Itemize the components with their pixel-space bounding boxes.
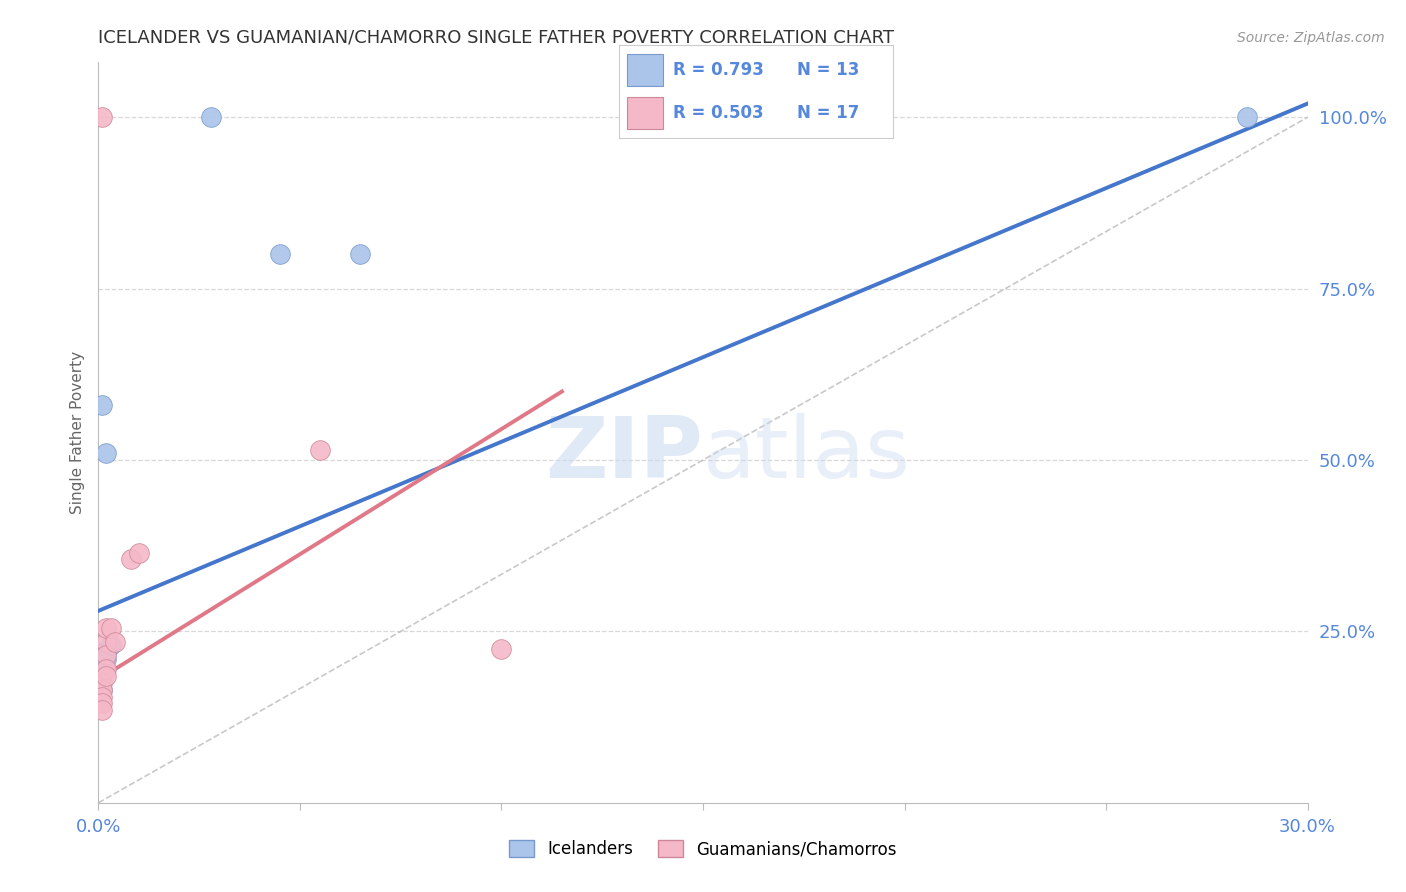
Point [128,545,150,559]
Point [96,446,118,460]
Point [91,398,114,412]
Point [269,247,291,261]
Y-axis label: Single Father Poverty: Single Father Poverty [69,351,84,514]
Point [96,669,118,683]
Point [491,641,513,656]
Point [96,645,118,659]
Point [349,247,371,261]
Point [200,110,222,124]
Point [120,552,142,566]
Text: R = 0.793: R = 0.793 [673,61,765,78]
FancyBboxPatch shape [627,97,662,129]
Point [100,621,122,635]
Text: atlas: atlas [703,413,911,496]
Point [1236,110,1258,124]
Point [91,697,114,711]
Point [96,621,118,635]
Point [91,648,114,663]
Point [103,634,125,648]
Text: N = 13: N = 13 [797,61,859,78]
Point [91,682,114,697]
Point [96,662,118,676]
Point [309,442,332,457]
Text: N = 17: N = 17 [797,104,859,122]
Point [91,676,114,690]
Point [91,110,114,124]
Point [96,634,118,648]
Point [91,690,114,704]
Text: ZIP: ZIP [546,413,703,496]
Point [100,638,122,652]
Point [91,703,114,717]
Point [91,669,114,683]
Text: R = 0.503: R = 0.503 [673,104,763,122]
Point [96,648,118,663]
FancyBboxPatch shape [627,54,662,86]
Point [91,645,114,659]
Point [91,682,114,697]
Text: Source: ZipAtlas.com: Source: ZipAtlas.com [1237,31,1385,45]
Legend: Icelanders, Guamanians/Chamorros: Icelanders, Guamanians/Chamorros [502,833,904,865]
Text: ICELANDER VS GUAMANIAN/CHAMORRO SINGLE FATHER POVERTY CORRELATION CHART: ICELANDER VS GUAMANIAN/CHAMORRO SINGLE F… [98,29,894,47]
Point [96,652,118,666]
